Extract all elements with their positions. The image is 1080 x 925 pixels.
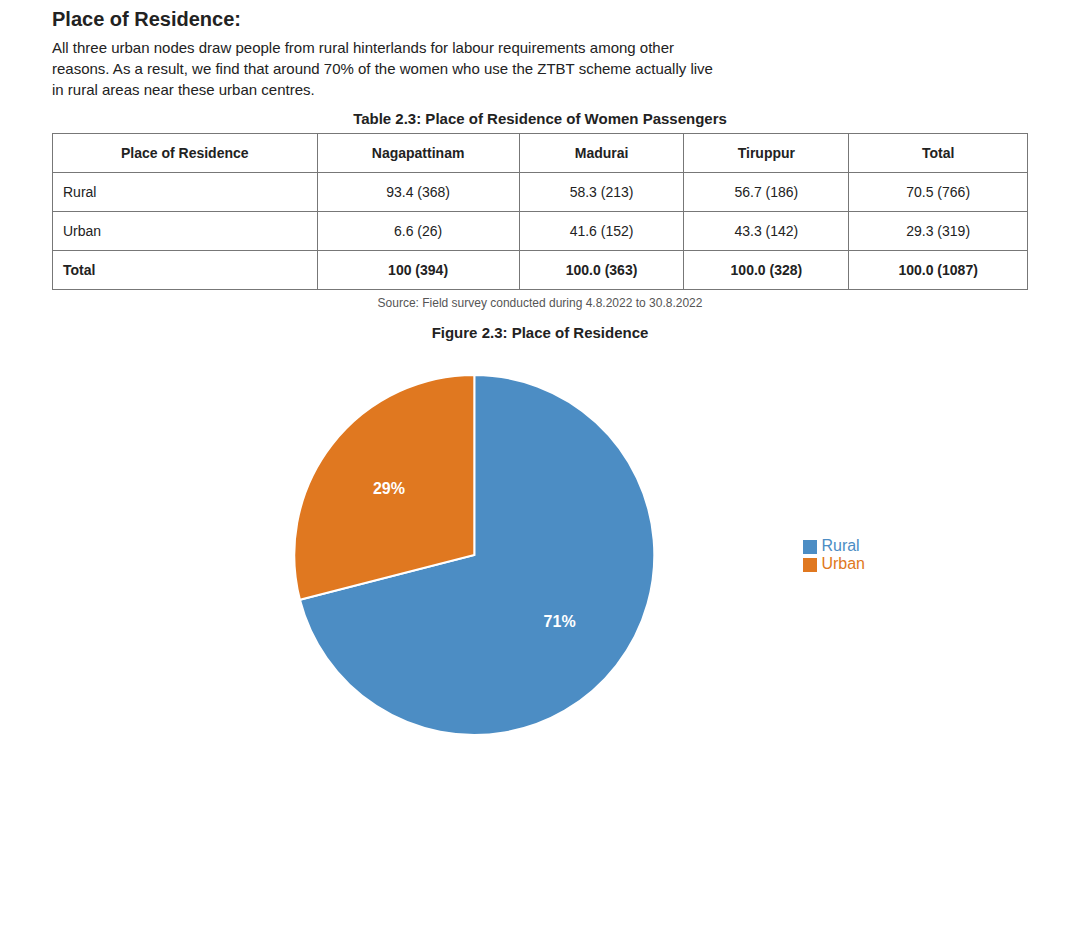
html-text:All three urban nodes draw peo: All three urban nodes draw people from r…	[52, 39, 674, 56]
html-text:Table 2.3: Place of Residence: Table 2.3: Place of Residence of Women P…	[353, 110, 727, 127]
html-text:Urban: Urban	[821, 555, 865, 572]
html-text:Tiruppur: Tiruppur	[737, 145, 795, 161]
html-text:Madurai: Madurai	[574, 145, 629, 161]
html-text:29.3 (319): 29.3 (319)	[906, 223, 970, 239]
html-text:100.0 (328): 100.0 (328)	[730, 262, 803, 278]
html-text:6.6 (26): 6.6 (26)	[394, 223, 443, 239]
html-text:Urban: Urban	[63, 223, 102, 239]
html-text:100.0 (363): 100.0 (363)	[565, 262, 638, 278]
html-text:58.3 (213): 58.3 (213)	[569, 184, 634, 200]
html-text:43.3 (142): 43.3 (142)	[734, 223, 799, 239]
html-text:Place of Residence: Place of Residence	[120, 145, 249, 161]
html-text:Figure 2.3: Place of Residence: Figure 2.3: Place of Residence	[431, 324, 649, 341]
html-text:Rural: Rural	[63, 184, 97, 200]
html-text:100.0 (1087): 100.0 (1087)	[898, 262, 978, 278]
html-text:Total: Total	[921, 145, 955, 161]
html-text:in rural areas near these urba: in rural areas near these urban centres.	[52, 81, 315, 98]
html-text:93.4 (368): 93.4 (368)	[386, 184, 450, 200]
html-text:41.6 (152): 41.6 (152)	[569, 223, 634, 239]
html-text:Place of Residence:: Place of Residence:	[52, 8, 241, 30]
svg-text:29%: 29%	[373, 480, 405, 497]
html-text:56.7 (186): 56.7 (186)	[734, 184, 799, 200]
html-text:reasons. As a result, we find: reasons. As a result, we find that aroun…	[52, 60, 713, 77]
html-text:Source: Field survey conducted: Source: Field survey conducted during 4.…	[377, 296, 703, 310]
html-text:70.5 (766): 70.5 (766)	[906, 184, 970, 200]
html-text:Total: Total	[63, 262, 96, 278]
svg-text:71%: 71%	[544, 613, 576, 630]
html-text:Nagapattinam: Nagapattinam	[371, 145, 465, 161]
html-text:100 (394): 100 (394)	[388, 262, 448, 278]
html-text:Rural: Rural	[821, 537, 860, 554]
